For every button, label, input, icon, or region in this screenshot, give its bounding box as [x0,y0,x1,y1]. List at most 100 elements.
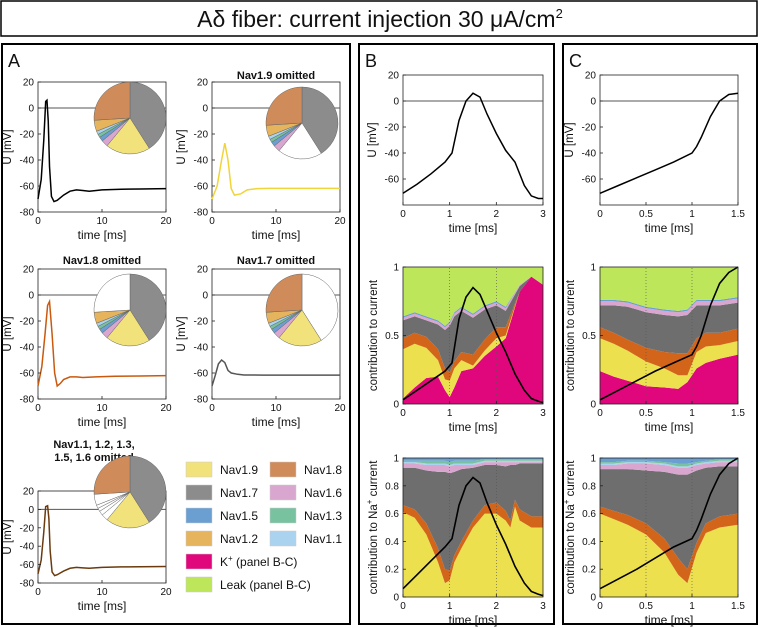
y-tick-label: 20 [197,78,209,89]
panel-b-frame [358,43,555,625]
y-axis-label: U [mV] [564,122,576,157]
x-tick-label: 0 [209,216,215,227]
title-box [0,0,758,37]
y-tick-label: -40 [582,149,597,160]
x-tick-label: 3 [540,209,546,220]
y-tick-label: -60 [582,175,597,186]
y-tick-label: 0.5 [582,331,596,342]
y-tick-label: -40 [20,343,35,354]
x-tick-label: 1 [447,601,453,612]
pie-slice-Nav1.8 [93,455,131,495]
area-series-Nav1.6 [600,298,738,317]
y-tick-label: 0 [28,505,34,516]
legend-label-K: K+ (panel B-C) [220,554,297,569]
legend-label-text: Nav1.5 [220,509,258,523]
area-series-Nav1.8_b [600,506,738,584]
y-tick-label: -20 [194,130,209,141]
legend-label-Leak: Leak (panel B-C) [220,578,311,592]
legend-label-Nav1.2: Nav1.2 [220,532,258,546]
x-tick-label: 20 [160,403,172,414]
y-tick-label: 0 [393,97,399,108]
overlay-voltage-line [402,286,544,404]
pie-slice-Nav1.9 [278,309,322,347]
area-series-Nav1.1 [600,460,738,468]
x-tick-label: 0.5 [639,408,653,419]
y-tick-label: 1 [590,263,596,274]
y-tick-label: 0 [393,400,399,411]
x-tick-label: 1 [447,408,453,419]
y-tick-label: 20 [23,78,35,89]
y-tick-label: 0.4 [385,537,399,548]
y-tick-label: 0 [590,400,596,411]
x-tick-label: 10 [96,403,108,414]
legend-label-Nav1.1: Nav1.1 [304,532,342,546]
y-tick-label: -60 [385,175,400,186]
chart-C1: 0 0.5 1 1.5 20 0 -20 -40 -60 time [ms] U [mV] [564,71,745,236]
legend-swatch-Nav1.2 [185,530,213,547]
legend-swatch-Nav1.3 [269,507,297,524]
area-series-grey_b [403,276,543,373]
x-tick-label: 10 [96,587,108,598]
x-tick-label: 0 [35,587,41,598]
area-series-Nav1.9_b [600,338,738,389]
voltage-line [37,504,167,577]
axes-box [402,457,544,598]
x-tick-label: 10 [270,403,282,414]
legend-label-Nav1.8: Nav1.8 [304,463,342,477]
y-axis-label: U [mV] [176,316,188,351]
x-axis-label: time [ms] [252,228,301,242]
y-axis-label: contribution to Na+ current [562,460,577,595]
y-axis-label: contribution to current [565,279,577,391]
y-axis-label: U [mV] [2,129,14,164]
area-series-Nav1.9_b [403,506,543,597]
area-series-Nav1.3 [600,459,738,467]
x-axis-label: time [ms] [645,613,694,627]
y-tick-label: -40 [385,149,400,160]
y-tick-label: -80 [194,395,209,406]
x-tick-label: 0 [209,403,215,414]
voltage-line [37,98,167,203]
y-tick-label: -20 [194,317,209,328]
y-tick-label: -20 [20,523,35,534]
x-tick-label: 20 [334,403,346,414]
x-axis-label: time [ms] [78,415,127,429]
legend-swatch-Leak [185,576,213,593]
x-tick-label: 0 [597,601,603,612]
area-series-Nav1.5 [600,458,738,464]
x-axis-label: time [ms] [449,420,498,434]
y-tick-label: -60 [194,369,209,380]
panel-c-label: C [569,51,582,71]
y-tick-label: -20 [582,123,597,134]
y-tick-label: 0 [393,593,399,604]
x-tick-label: 0 [400,601,406,612]
y-tick-label: 0 [590,97,596,108]
y-tick-label: -60 [20,369,35,380]
y-axis-label-sup: + [562,499,571,504]
x-axis-label: time [ms] [78,599,127,613]
y-axis-label-part: current [565,460,577,500]
y-tick-label: 1 [393,263,399,274]
y-tick-label: 20 [23,265,35,276]
pie-slice-Nav1.8 [93,81,131,121]
x-axis-label: time [ms] [449,221,498,235]
y-tick-label: -80 [194,208,209,219]
legend-label-Nav1.5: Nav1.5 [220,509,258,523]
x-tick-label: 3 [540,408,546,419]
legend-label-text: K [220,555,228,569]
area-series-Nav1.3 [403,459,543,465]
x-axis-label: time [ms] [645,221,694,235]
legend-swatch-K [185,553,213,570]
area-series-Nav1.6 [600,462,738,475]
y-tick-label: 20 [197,265,209,276]
x-tick-label: 1 [689,408,695,419]
area-series-Leak [403,267,543,326]
y-tick-label: 0.6 [582,509,596,520]
x-tick-label: 0 [35,216,41,227]
y-tick-label: 20 [388,71,400,82]
area-series-Nav1.9_b [600,513,738,597]
legend-label-text: Nav1.3 [304,509,342,523]
x-axis-label: time [ms] [252,415,301,429]
